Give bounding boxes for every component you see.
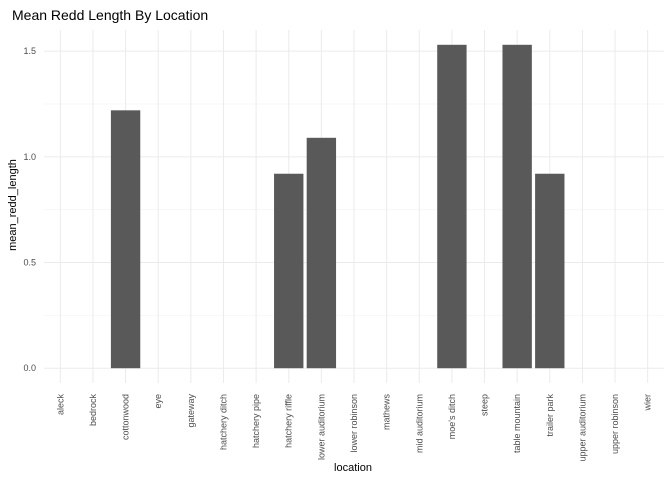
x-tick-label: upper auditorium [577, 394, 587, 462]
x-tick-label: trailer park [545, 394, 555, 437]
x-tick-label: eye [153, 394, 163, 409]
x-tick-label: bedrock [88, 394, 98, 427]
x-tick-label: lower auditorium [316, 394, 326, 460]
y-tick-label: 0.5 [23, 258, 36, 268]
y-axis-ticks: 0.0 0.5 1.0 1.5 [23, 46, 36, 373]
bar-trailer-park [535, 173, 565, 369]
x-tick-label: upper robinson [610, 394, 620, 454]
bar-table-mountain [502, 44, 532, 369]
x-tick-label: aleck [55, 394, 65, 416]
x-tick-label: hatchery riffle [284, 394, 294, 448]
x-tick-label: hatchery pipe [251, 394, 261, 448]
x-tick-label: gateway [186, 394, 196, 428]
chart-title: Mean Redd Length By Location [12, 7, 208, 23]
x-axis-title: location [334, 462, 372, 474]
x-tick-label: wier [643, 394, 653, 412]
y-axis-title: mean_redd_length [7, 159, 19, 251]
bar-hatchery-riffle [274, 173, 304, 369]
x-tick-label: moe's ditch [447, 394, 457, 439]
x-tick-label: mathews [382, 394, 392, 431]
x-tick-label: mid auditorium [414, 394, 424, 453]
y-tick-label: 1.5 [23, 46, 36, 56]
x-tick-label: table mountain [512, 394, 522, 453]
bars [110, 44, 565, 369]
y-tick-label: 0.0 [23, 363, 36, 373]
x-tick-label: cottonwood [121, 394, 131, 440]
y-tick-label: 1.0 [23, 152, 36, 162]
x-tick-label: lower robinson [349, 394, 359, 453]
bar-cottonwood [110, 110, 141, 369]
x-axis-ticks: aleck bedrock cottonwood eye gateway hatchery… [55, 394, 652, 462]
bar-lower-auditorium [306, 137, 337, 369]
x-tick-label: hatchery ditch [218, 394, 228, 450]
bar-moe-s-ditch [437, 44, 467, 369]
x-tick-label: steep [480, 394, 490, 416]
